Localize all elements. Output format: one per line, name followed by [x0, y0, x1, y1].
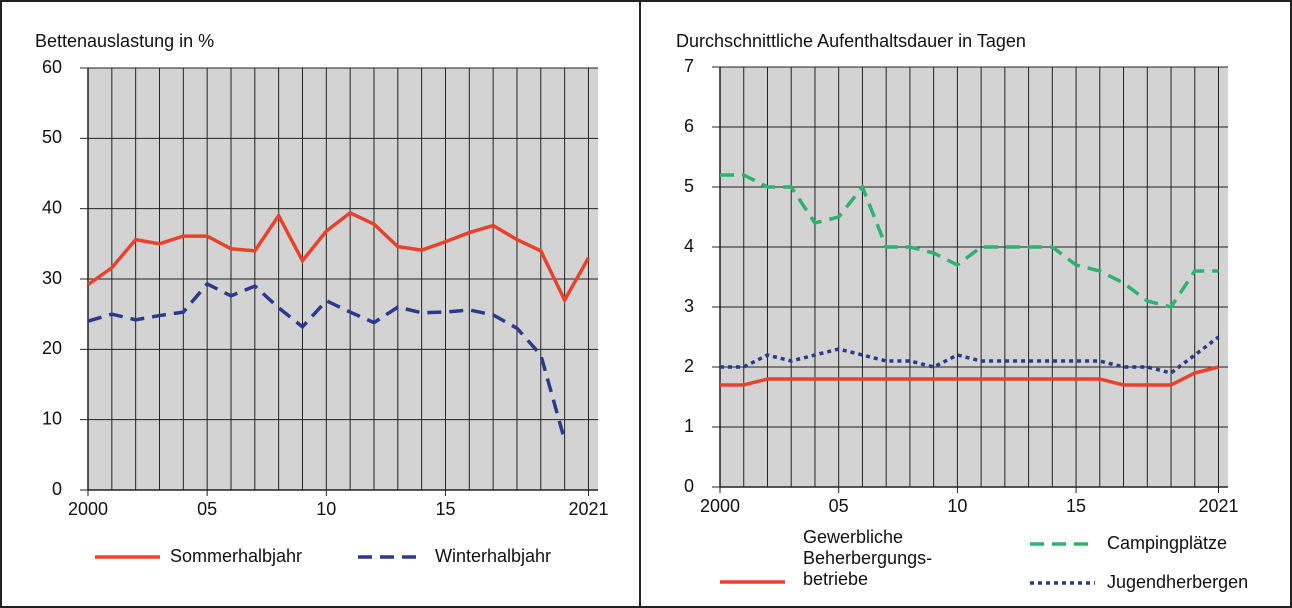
- x-tick-label: 10: [947, 496, 967, 516]
- x-tick-label: 2000: [700, 496, 740, 516]
- legend-label: Gewerbliche Beherbergungs- betriebe: [803, 527, 933, 589]
- y-tick-label: 2: [684, 356, 694, 376]
- series-line: [720, 173, 1219, 310]
- y-tick-label: 3: [684, 296, 694, 316]
- y-tick-label: 0: [684, 476, 694, 496]
- series-line: [86, 210, 590, 304]
- chart-title: Durchschnittliche Aufenthaltsdauer in Ta…: [676, 31, 1026, 51]
- y-tick-label: 50: [42, 127, 62, 147]
- x-tick-label: 2000: [68, 499, 108, 519]
- series-line: [720, 335, 1220, 375]
- x-tick-label: 2021: [568, 499, 608, 519]
- legend-label: Campingplätze: [1107, 533, 1228, 553]
- x-tick-label: 15: [435, 499, 455, 519]
- y-tick-label: 60: [42, 57, 62, 77]
- legend-label: Sommerhalbjahr: [170, 546, 303, 566]
- plot-area: [720, 67, 1228, 487]
- x-tick-label: 15: [1066, 496, 1086, 516]
- y-tick-label: 10: [42, 408, 62, 428]
- y-tick-label: 30: [42, 268, 62, 288]
- y-tick-label: 1: [684, 416, 694, 436]
- y-tick-label: 0: [52, 479, 62, 499]
- x-tick-label: 05: [829, 496, 849, 516]
- legend-label: Winterhalbjahr: [435, 546, 552, 566]
- x-tick-label: 10: [316, 499, 336, 519]
- y-tick-label: 4: [684, 236, 694, 256]
- y-tick-label: 40: [42, 197, 62, 217]
- x-tick-label: 05: [197, 499, 217, 519]
- series-line: [720, 365, 1219, 387]
- y-tick-label: 5: [684, 176, 694, 196]
- legend-label: Jugendherbergen: [1107, 572, 1249, 592]
- chart-title: Bettenauslastung in %: [35, 31, 214, 51]
- x-tick-label: 2021: [1198, 496, 1238, 516]
- y-tick-label: 20: [42, 338, 62, 358]
- y-tick-label: 6: [684, 116, 694, 136]
- y-tick-label: 7: [684, 56, 694, 76]
